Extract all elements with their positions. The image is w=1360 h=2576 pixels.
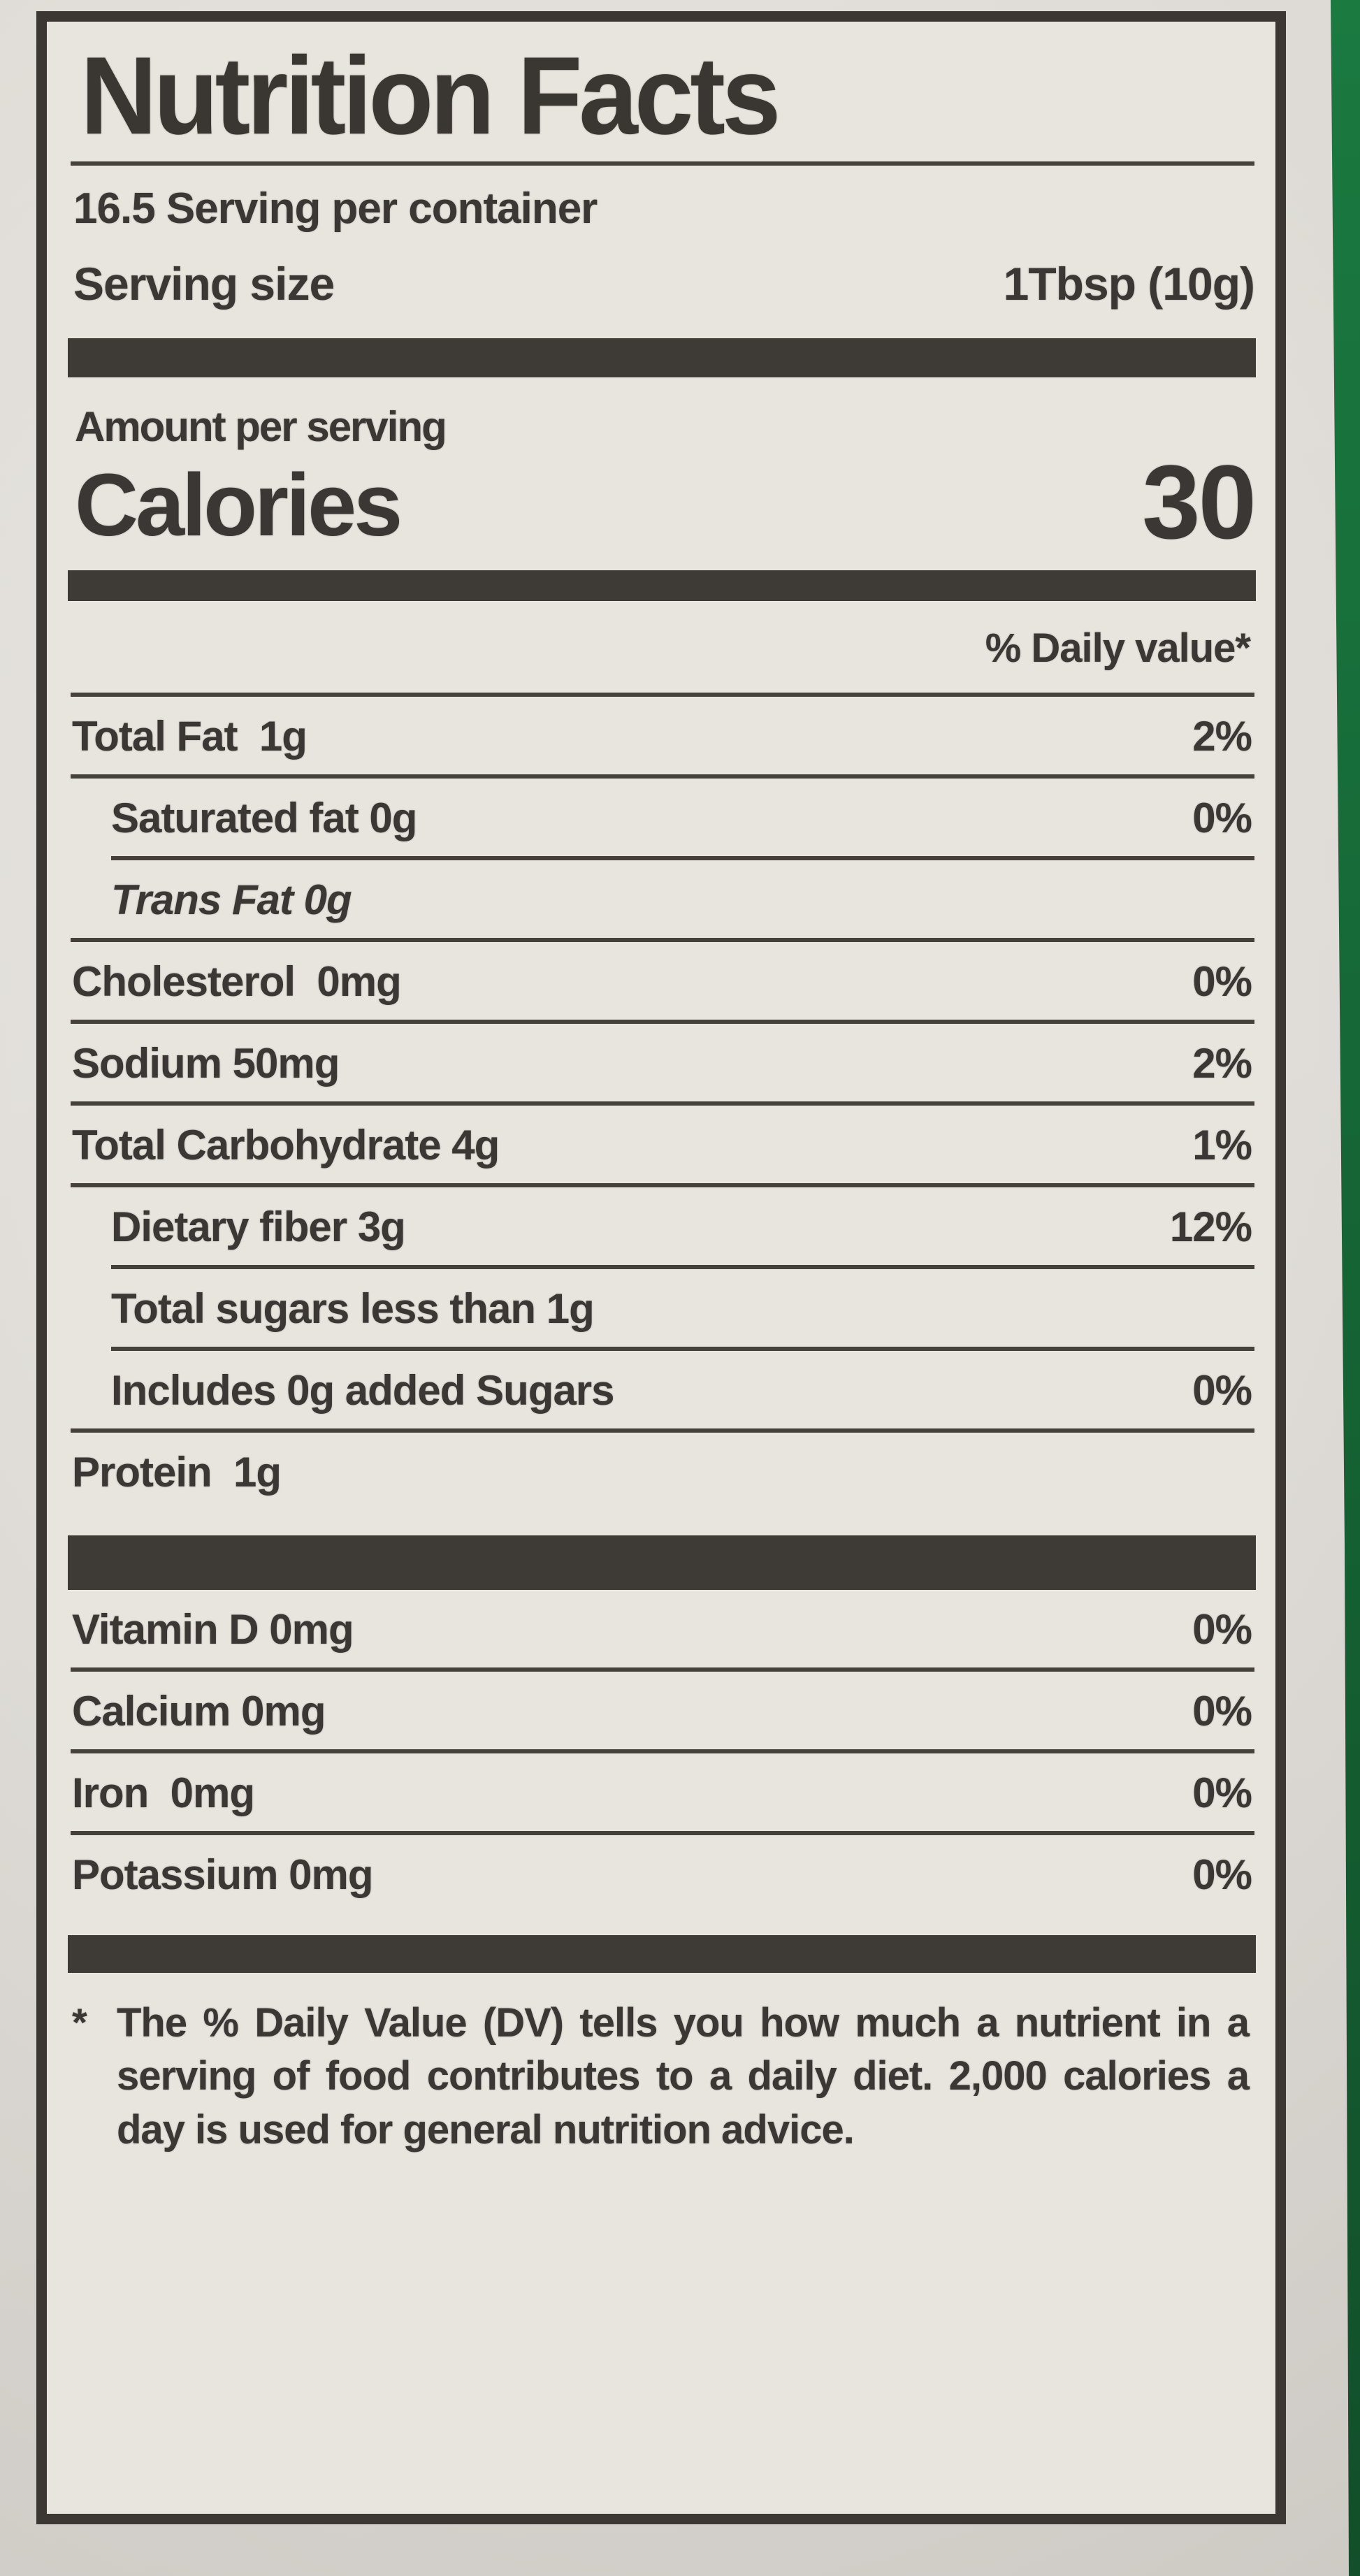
nutrient-dv: 0%	[1192, 1687, 1252, 1735]
divider	[71, 1830, 1254, 1835]
thick-bar	[68, 1934, 1256, 1973]
divider	[71, 1428, 1254, 1433]
nutrient-row-total-carbohydrate: Total Carbohydrate 4g 1%	[71, 1106, 1254, 1183]
nutrient-row-sodium: Sodium 50mg 2%	[71, 1024, 1254, 1101]
nutrient-row-trans-fat: Trans Fat 0g	[71, 860, 1254, 938]
footnote-text: The % Daily Value (DV) tells you how muc…	[117, 1999, 1250, 2152]
nutrient-name: Vitamin D	[72, 1605, 259, 1653]
nutrient-dv: 12%	[1169, 1203, 1252, 1250]
amount-per-serving-label: Amount per serving	[75, 403, 447, 450]
nutrient-name: Sodium	[72, 1039, 222, 1087]
package-green-edge	[1331, 0, 1360, 2576]
nutrient-name: Total Carbohydrate	[72, 1121, 442, 1168]
thick-bar	[68, 338, 1256, 377]
nutrient-name: Includes 0g added Sugars	[111, 1366, 615, 1414]
divider	[71, 937, 1254, 942]
nutrient-row-saturated-fat: Saturated fat 0g 0%	[71, 779, 1254, 856]
divider	[71, 1749, 1254, 1753]
divider	[71, 692, 1254, 697]
divider	[71, 1182, 1254, 1187]
nutrient-row-total-sugars: Total sugars less than 1g	[71, 1269, 1254, 1347]
serving-size-row: Serving size 1Tbsp (10g)	[73, 257, 1255, 310]
nutrient-dv: 0%	[1192, 1851, 1252, 1898]
nutrient-name: Calcium	[72, 1687, 231, 1735]
nutrient-dv: 0%	[1192, 1605, 1252, 1653]
nutrient-row-protein: Protein 1g	[71, 1433, 1254, 1510]
nutrient-name: Trans Fat	[111, 876, 294, 923]
nutrient-amount: 0g	[369, 794, 417, 841]
thick-bar	[68, 1535, 1256, 1590]
calories-value: 30	[1142, 442, 1257, 560]
calories-label: Calories	[75, 455, 403, 554]
nutrient-amount: 1g	[233, 1448, 282, 1496]
nutrient-amount: 1g	[546, 1285, 595, 1332]
servings-per-container: 16.5 Serving per container	[73, 184, 598, 233]
divider	[71, 1667, 1254, 1672]
nutrient-dv: 1%	[1192, 1121, 1252, 1168]
micronutrient-row-vitamin-d: Vitamin D 0mg 0%	[71, 1590, 1254, 1667]
micronutrient-row-iron: Iron 0mg 0%	[71, 1753, 1254, 1831]
nutrient-row-total-fat: Total Fat 1g 2%	[71, 697, 1254, 774]
nutrient-name: Saturated fat	[111, 794, 359, 841]
serving-size-value: 1Tbsp (10g)	[1003, 257, 1255, 310]
nutrient-row-added-sugars: Includes 0g added Sugars 0%	[71, 1351, 1254, 1428]
nutrient-amount: 1g	[259, 712, 308, 760]
divider	[71, 1101, 1254, 1106]
nutrient-dv: 2%	[1192, 712, 1252, 760]
nutrient-dv: 0%	[1192, 794, 1252, 841]
nutrient-amount: 0mg	[241, 1687, 326, 1735]
nutrition-facts-label: Nutrition Facts 16.5 Serving per contain…	[36, 11, 1286, 2524]
nutrient-amount: 4g	[451, 1121, 500, 1168]
nutrient-dv: 0%	[1192, 1366, 1252, 1414]
label-title: Nutrition Facts	[80, 34, 781, 158]
nutrient-name: Protein	[72, 1448, 212, 1496]
divider	[71, 161, 1254, 166]
divider	[71, 774, 1254, 779]
nutrient-amount: 0mg	[289, 1851, 373, 1898]
nutrient-row-dietary-fiber: Dietary fiber 3g 12%	[71, 1187, 1254, 1265]
nutrient-name: Dietary fiber	[111, 1203, 347, 1250]
nutrient-amount: 3g	[357, 1203, 406, 1250]
divider	[71, 1019, 1254, 1024]
nutrient-name: Total Fat	[72, 712, 238, 760]
nutrient-name: Potassium	[72, 1851, 278, 1898]
daily-value-header: % Daily value*	[985, 625, 1251, 671]
nutrient-dv: 0%	[1192, 957, 1252, 1005]
nutrient-name: Iron	[72, 1769, 149, 1816]
nutrient-dv: 0%	[1192, 1769, 1252, 1816]
nutrient-name: Cholesterol	[72, 957, 296, 1005]
nutrient-name: Total sugars less than	[111, 1285, 536, 1332]
nutrient-row-cholesterol: Cholesterol 0mg 0%	[71, 942, 1254, 1020]
nutrient-amount: 0g	[303, 876, 352, 923]
thick-bar	[68, 570, 1256, 601]
divider	[111, 1346, 1254, 1351]
nutrient-amount: 0mg	[170, 1769, 255, 1816]
divider	[111, 855, 1254, 860]
nutrient-amount: 0mg	[269, 1605, 354, 1653]
divider	[111, 1264, 1254, 1269]
daily-value-footnote: * The % Daily Value (DV) tells you how m…	[72, 1997, 1253, 2157]
nutrient-amount: 0mg	[317, 957, 401, 1005]
calories-row: Calories 30	[75, 442, 1257, 560]
micronutrient-row-calcium: Calcium 0mg 0%	[71, 1672, 1254, 1749]
footnote-asterisk: *	[72, 1999, 87, 2044]
nutrient-dv: 2%	[1192, 1039, 1252, 1087]
serving-size-label: Serving size	[73, 257, 335, 310]
nutrient-amount: 50mg	[232, 1039, 340, 1087]
micronutrient-row-potassium: Potassium 0mg 0%	[71, 1835, 1254, 1913]
